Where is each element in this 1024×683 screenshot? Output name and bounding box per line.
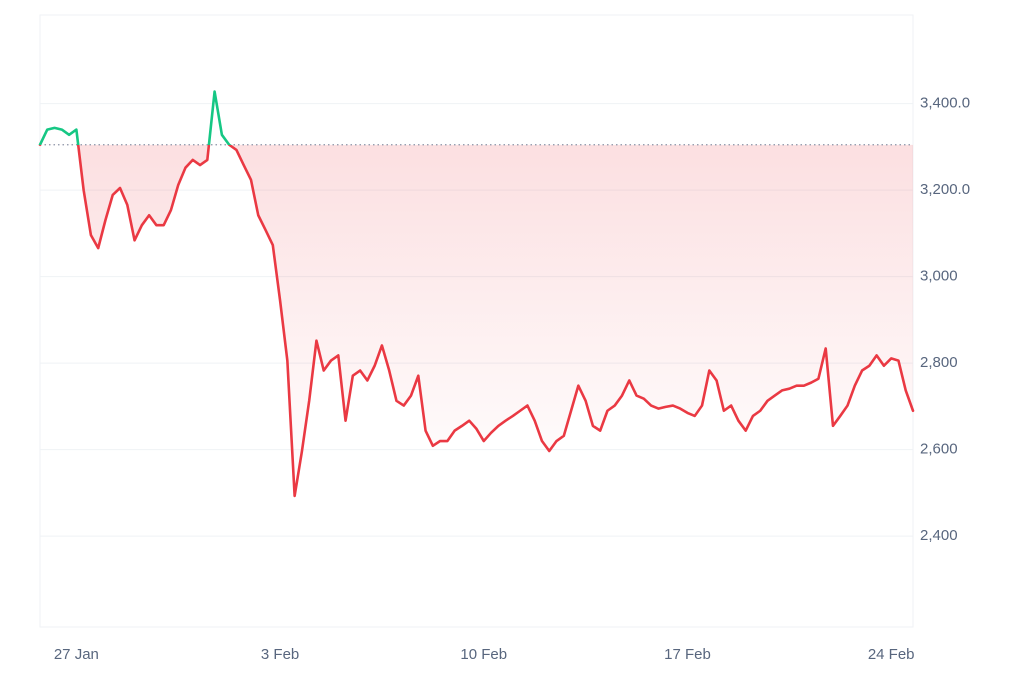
- x-tick-label: 27 Jan: [54, 646, 99, 663]
- y-tick-label: 3,200.0: [920, 181, 970, 198]
- area-fill: [40, 144, 913, 496]
- y-tick-label: 3,400.0: [920, 95, 970, 112]
- x-tick-label: 24 Feb: [868, 646, 915, 663]
- y-tick-label: 2,600: [920, 441, 958, 458]
- y-tick-label: 2,400: [920, 527, 958, 544]
- x-tick-label: 3 Feb: [261, 646, 299, 663]
- price-line: [38, 90, 915, 498]
- labels: 3,400.0 3,200.0 3,000 2,800 2,600 2,400 27 Jan…: [54, 95, 970, 663]
- x-tick-label: 17 Feb: [664, 646, 711, 663]
- y-tick-label: 3,000: [920, 268, 958, 285]
- x-tick-label: 10 Feb: [460, 646, 507, 663]
- marks: [38, 90, 915, 498]
- y-tick-label: 2,800: [920, 354, 958, 371]
